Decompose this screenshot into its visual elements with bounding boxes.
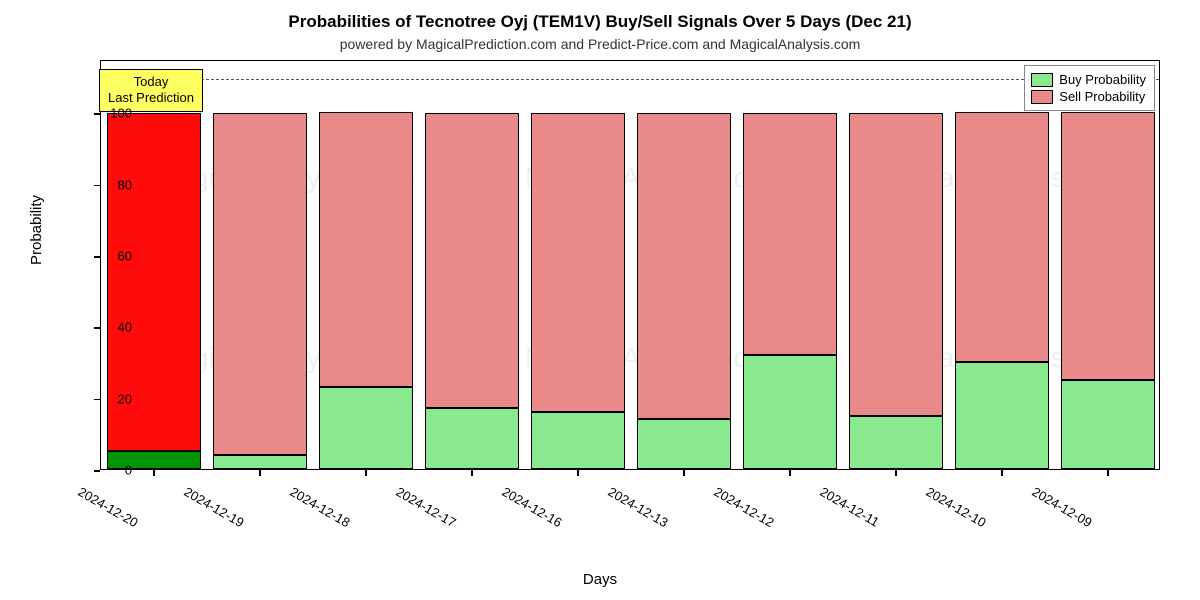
bar-sell [637,113,730,420]
x-tick-label: 2024-12-10 [924,484,989,530]
y-tick-label: 60 [92,249,132,264]
x-tick-label: 2024-12-12 [712,484,777,530]
y-tick-label: 0 [92,463,132,478]
bar-buy [213,455,306,469]
bar-buy [425,408,518,469]
today-annotation-line1: Today [108,74,194,90]
legend-sell-label: Sell Probability [1059,89,1145,104]
x-tick [683,470,685,476]
x-tick [471,470,473,476]
chart-container: Probabilities of Tecnotree Oyj (TEM1V) B… [0,0,1200,600]
legend-sell-swatch [1031,90,1053,104]
bar-sell [743,113,836,355]
bar-sell [319,112,412,387]
bar-sell [1061,112,1154,379]
y-axis-label: Probability [28,195,45,265]
bar-slot [637,59,730,469]
bar-slot [1061,59,1154,469]
bar-buy [849,416,942,469]
x-tick [365,470,367,476]
bar-slot [849,59,942,469]
bar-sell [425,113,518,409]
bar-slot [531,59,624,469]
legend-buy-label: Buy Probability [1059,72,1146,87]
chart-title: Probabilities of Tecnotree Oyj (TEM1V) B… [0,12,1200,32]
x-tick-label: 2024-12-18 [288,484,353,530]
x-axis-label: Days [0,571,1200,588]
y-tick-label: 20 [92,391,132,406]
x-tick [1001,470,1003,476]
today-annotation-line2: Last Prediction [108,90,194,106]
bar-sell [955,112,1048,362]
legend-sell-row: Sell Probability [1031,89,1146,104]
bar-buy [1061,380,1154,469]
bar-buy [955,362,1048,469]
x-tick [153,470,155,476]
bar-buy [319,387,412,469]
x-tick [789,470,791,476]
bar-buy [531,412,624,469]
chart-subtitle: powered by MagicalPrediction.com and Pre… [0,36,1200,52]
legend: Buy Probability Sell Probability [1024,65,1155,111]
legend-buy-row: Buy Probability [1031,72,1146,87]
y-tick-label: 40 [92,320,132,335]
x-tick [259,470,261,476]
plot-area: MagicalAnalysis.comMagicalAnalysis.comMa… [100,60,1160,470]
bar-buy [637,419,730,469]
bar-slot [319,59,412,469]
bar-sell [531,113,624,412]
bar-slot [213,59,306,469]
x-tick [895,470,897,476]
x-tick-label: 2024-12-11 [818,484,882,530]
bar-slot [425,59,518,469]
bars-layer [101,61,1159,469]
x-tick-label: 2024-12-17 [394,484,459,530]
x-tick [1107,470,1109,476]
y-tick-label: 100 [92,106,132,121]
x-tick-label: 2024-12-09 [1030,484,1095,530]
x-tick-label: 2024-12-20 [76,484,141,530]
x-tick-label: 2024-12-19 [182,484,247,530]
bar-sell [849,113,942,416]
y-tick-label: 80 [92,177,132,192]
bar-slot [955,59,1048,469]
x-tick-label: 2024-12-13 [606,484,671,530]
x-tick [577,470,579,476]
legend-buy-swatch [1031,73,1053,87]
bar-slot [743,59,836,469]
x-tick-label: 2024-12-16 [500,484,565,530]
bar-sell [213,113,306,455]
bar-buy [743,355,836,469]
